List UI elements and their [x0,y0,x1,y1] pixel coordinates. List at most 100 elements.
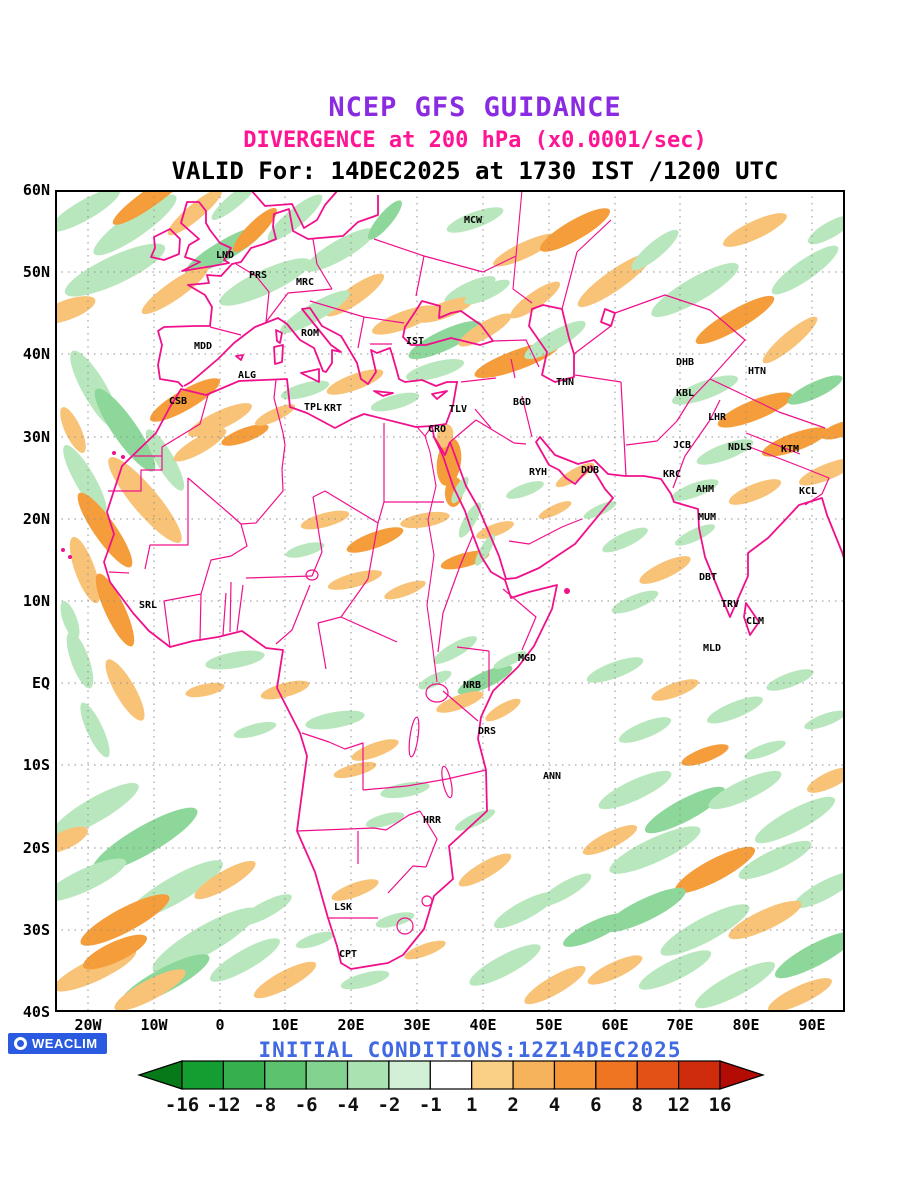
divergence-blob [205,650,265,670]
country-border [620,381,627,477]
city-label: MLD [703,643,721,654]
country-border [199,593,202,642]
country-border [561,219,612,310]
city-label: TLV [449,404,467,415]
city-label: MUM [698,512,716,523]
divergence-blob [185,682,225,698]
map-frame [55,190,845,1012]
lon-tick-label: 30E [403,1016,431,1034]
lon-tick-label: 50E [535,1016,563,1034]
city-label: CLM [746,616,764,627]
valid-time-title: VALID For: 14DEC2025 at 1730 IST /1200 U… [171,157,779,185]
colorbar-segment [388,1060,431,1090]
colorbar-tick-label: 1 [465,1094,478,1116]
city-label: KRT [324,403,342,414]
colorbar-segment [181,1060,224,1090]
weaclim-logo-icon [14,1037,27,1050]
colorbar-tick-label: -1 [418,1094,442,1116]
divergence-blob [327,570,383,590]
divergence-blob [267,194,323,242]
divergence-blob [793,871,845,909]
divergence-blob [694,961,776,1009]
country-border [508,518,583,545]
country-border [312,490,385,524]
divergence-blob [66,631,94,689]
country-border [510,358,516,379]
coastline [431,381,458,427]
divergence-blob [728,479,782,505]
lon-tick-label: 0 [215,1016,225,1034]
coastline [103,378,558,970]
divergence-blob [586,657,644,683]
country-border [474,408,492,429]
divergence-blob [93,194,177,256]
colorbar-segment [512,1060,556,1090]
colorbar-tick-label: -16 [164,1094,200,1116]
country-border [709,378,826,429]
city-label: DRS [478,726,496,737]
grid-layer [55,190,845,1012]
country-border [573,325,612,355]
divergence-blob [458,853,512,887]
divergence-blob [60,407,86,453]
divergence-blob [506,481,544,499]
divergence-blob [253,961,317,999]
river-line [416,425,433,437]
country-border [574,374,622,383]
divergence-blob [405,359,465,381]
country-border [415,255,425,297]
country-border [275,584,311,645]
divergence-blob [305,710,365,730]
city-label: KCL [799,486,817,497]
colorbar-bar [137,1060,765,1090]
city-label: TRV [721,599,739,610]
colorbar-tick-label: -6 [294,1094,318,1116]
divergence-blob [238,894,292,926]
divergence-blob [188,403,252,437]
country-border [340,616,398,643]
coastline [275,329,283,344]
colorbar-right-arrow [719,1060,765,1090]
divergence-blob [639,556,691,584]
lon-tick-label: 20E [337,1016,365,1034]
divergence-blob [326,369,384,395]
enclave-border [421,895,433,907]
country-border [798,465,830,506]
divergence-blob [141,265,209,315]
lat-tick-label: 40S [22,1003,50,1021]
divergence-blob [651,262,739,318]
divergence-blob [493,233,557,267]
lat-tick-label: 50N [22,263,50,281]
city-label: IST [406,336,424,347]
lake-outline [441,765,453,799]
colorbar-tick-label: 8 [631,1094,643,1116]
city-label: RYH [529,467,547,478]
lat-tick-label: 10N [22,592,50,610]
divergence-blob [762,316,818,364]
coastline [528,304,575,383]
divergence-blob [285,542,325,558]
divergence-field-layer [55,190,845,1012]
divergence-blob [80,702,110,758]
divergence-blob [540,208,610,252]
country-border [745,432,801,455]
country-border [446,769,487,780]
divergence-blob [469,944,541,986]
lon-tick-label: 20W [74,1016,102,1034]
country-border [229,581,232,633]
country-border [672,399,721,489]
divergence-blob [611,590,659,614]
lat-tick-label: 30S [22,921,50,939]
colorbar-segment [678,1060,721,1090]
country-border [456,646,490,652]
divergence-blob [674,524,716,546]
divergence-blob [55,858,127,902]
divergence-blob [766,669,814,691]
country-border [187,379,286,525]
coastline [373,390,394,397]
coastline [600,308,616,327]
country-border [108,456,163,492]
coastline-border-layer [61,190,845,970]
